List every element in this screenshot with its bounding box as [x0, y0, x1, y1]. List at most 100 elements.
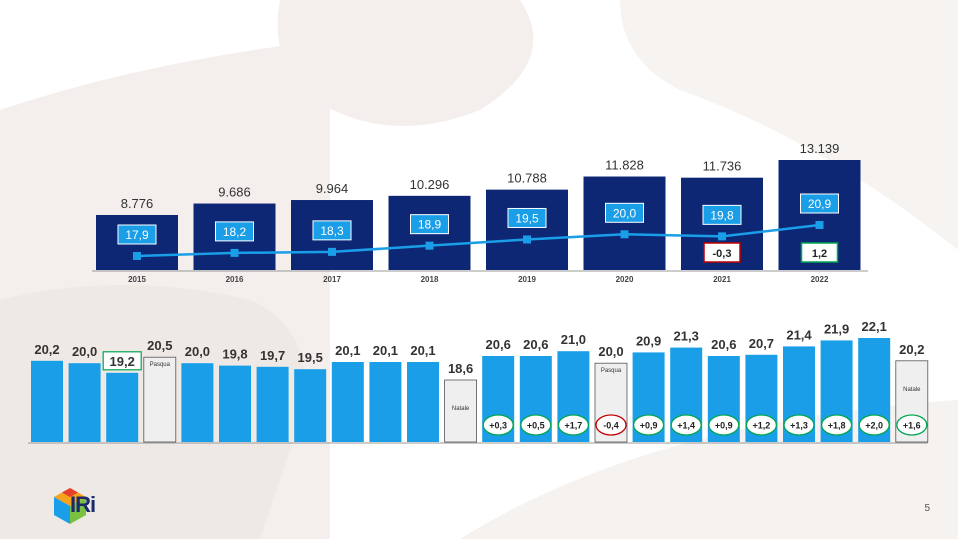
highlight-label-box	[102, 351, 142, 371]
promo-label: Natale	[903, 387, 921, 393]
bar-value-label: 9.686	[218, 185, 251, 200]
bar-2020	[583, 176, 666, 270]
month-bar	[143, 356, 177, 443]
month-value-label: 20,1	[335, 343, 360, 358]
share-label-box	[410, 214, 449, 235]
x-tick-label: 2015	[128, 275, 146, 284]
month-bar	[68, 363, 101, 442]
annual-chart: 8.776 2015 9.686 2016 9.964 2017 10.296 2018 10.…	[92, 141, 868, 284]
share-point	[718, 232, 726, 241]
share-line	[136, 223, 820, 258]
month-bar	[31, 360, 63, 442]
month-value-label: 20,1	[373, 343, 398, 358]
delta-label: +0,9	[640, 421, 658, 431]
month-bar	[294, 369, 327, 442]
bar-2019	[486, 189, 568, 270]
change-badge	[703, 242, 741, 263]
share-point	[133, 252, 141, 260]
delta-label: +1,6	[903, 421, 921, 431]
delta-label: +2,0	[865, 421, 883, 431]
bar-value-label: 13.139	[800, 141, 840, 156]
month-value-label: 20,6	[711, 337, 736, 352]
month-bar	[407, 362, 439, 442]
month-value-label: 19,7	[260, 348, 285, 363]
share-label-box	[702, 204, 742, 225]
delta-label: +0,5	[527, 421, 545, 431]
share-value-label: 18,2	[223, 225, 247, 239]
delta-label: +1,2	[753, 421, 771, 431]
month-value-label: 20,2	[34, 342, 59, 357]
delta-badge	[557, 414, 590, 436]
month-value-label: 20,0	[72, 344, 97, 359]
month-bar	[219, 365, 251, 442]
share-label-box	[215, 221, 254, 242]
month-value-label: 20,0	[185, 344, 210, 359]
bar-value-label: 10.296	[410, 177, 450, 192]
x-tick-label: 2020	[616, 275, 634, 284]
change-badge-label: 1,2	[812, 248, 827, 260]
month-bar	[106, 372, 139, 442]
x-tick-label: 2019	[518, 275, 536, 284]
delta-label: -0,4	[603, 421, 619, 431]
share-value-label: 18,9	[418, 218, 442, 232]
month-value-label: 20,5	[147, 338, 172, 353]
delta-label: +1,8	[828, 421, 846, 431]
share-value-label: 18,3	[320, 224, 344, 238]
delta-badge	[708, 414, 740, 436]
month-bar	[181, 363, 214, 442]
x-tick-label: 2021	[713, 275, 731, 284]
delta-label: +0,9	[715, 421, 733, 431]
share-label-box	[312, 220, 352, 241]
bar-value-label: 11.736	[703, 159, 742, 174]
month-value-label: 20,2	[899, 342, 924, 357]
delta-badge	[595, 414, 627, 436]
share-value-label: 20,9	[808, 197, 832, 211]
brand-name: IRi	[70, 492, 96, 517]
bar-value-label: 8.776	[121, 196, 154, 211]
change-badge	[800, 242, 839, 263]
month-bar	[256, 366, 289, 442]
delta-badge	[858, 414, 890, 436]
share-label-box	[507, 207, 547, 228]
month-value-label: 20,9	[636, 333, 661, 348]
page-number: 5	[924, 503, 930, 514]
month-value-label: 21,3	[674, 329, 699, 344]
monthly-chart: 20,2 20,0 19,2 20,5 Pasqua 20,0 19,8 19,7 19,5 20…	[28, 319, 929, 444]
promo-label: Pasqua	[150, 362, 171, 368]
delta-label: +1,4	[677, 421, 695, 431]
bar-value-label: 11.828	[605, 158, 644, 173]
month-value-label: 20,6	[523, 337, 548, 352]
delta-badge	[896, 414, 928, 436]
delta-label: +1,7	[565, 421, 583, 431]
month-value-label: 21,0	[561, 332, 586, 347]
x-tick-label: 2017	[323, 275, 341, 284]
promo-label: Pasqua	[601, 368, 622, 374]
share-value-label: 19,5	[515, 211, 539, 225]
share-label-box	[117, 224, 157, 245]
delta-badge	[670, 414, 702, 436]
month-value-label: 20,7	[749, 336, 774, 351]
delta-badge	[783, 414, 815, 436]
share-point	[620, 230, 629, 239]
month-bar	[369, 362, 402, 442]
delta-badge	[520, 414, 552, 436]
month-bar	[331, 362, 364, 442]
promo-label: Natale	[452, 406, 470, 412]
share-point	[815, 221, 824, 229]
month-value-label: 22,1	[862, 319, 887, 334]
month-value-label: 20,0	[598, 344, 623, 359]
month-bar	[444, 379, 478, 443]
share-point	[230, 248, 239, 257]
bar-value-label: 10.788	[507, 171, 547, 186]
delta-badge	[482, 414, 514, 436]
month-value-label: 21,4	[786, 327, 812, 342]
share-point	[328, 247, 336, 256]
delta-badge	[632, 414, 665, 436]
bar-value-label: 9.964	[316, 181, 349, 196]
delta-label: +1,3	[790, 421, 808, 431]
month-value-label: 20,1	[410, 343, 435, 358]
share-value-label: 19,8	[710, 208, 734, 222]
share-value-label: 17,9	[125, 228, 149, 242]
month-value-label: 19,5	[298, 350, 323, 365]
month-value-label: 19,8	[222, 347, 247, 362]
